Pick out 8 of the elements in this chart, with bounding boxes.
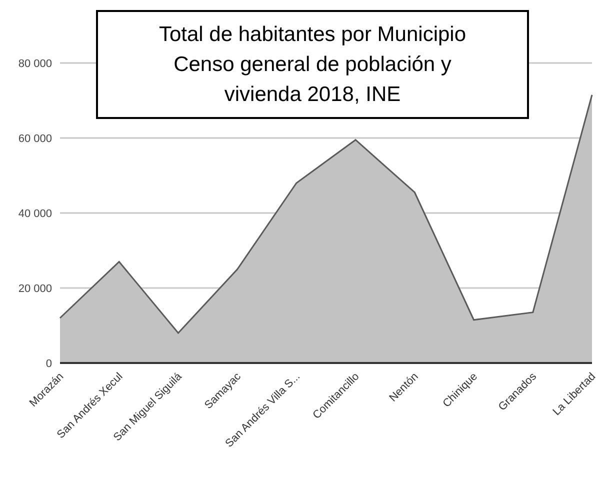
chart-title: Total de habitantes por Municipio — [158, 22, 466, 48]
y-tick-label: 60 000 — [18, 132, 52, 145]
y-tick-label: 20 000 — [18, 282, 52, 295]
y-tick-label: 0 — [46, 358, 52, 370]
y-tick-label: 40 000 — [18, 208, 52, 220]
y-tick-label: 80 000 — [18, 58, 52, 70]
chart-subtitle: Censo general de población y vivienda 2018, INE — [172, 52, 452, 108]
title-box: Total de habitantes por Municipio Censo general de población y vivienda 2018, INE — [96, 10, 529, 119]
